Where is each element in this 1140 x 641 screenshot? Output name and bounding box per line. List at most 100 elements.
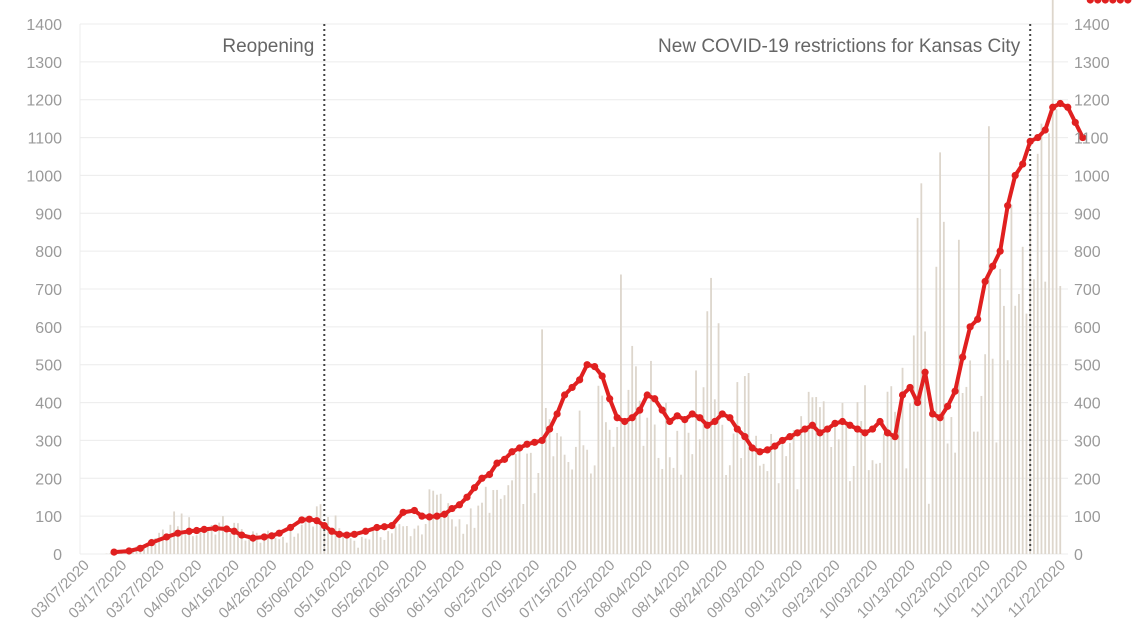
daily-case-bar — [330, 534, 333, 554]
daily-case-bar — [267, 530, 269, 554]
rolling-average-point — [193, 526, 201, 535]
rolling-average-point — [515, 444, 524, 452]
daily-case-bar — [233, 522, 236, 554]
rolling-average-point — [576, 376, 584, 384]
daily-case-bar — [991, 358, 994, 554]
daily-case-bar — [702, 387, 705, 554]
daily-case-bar — [732, 433, 735, 554]
daily-case-bar — [886, 391, 889, 554]
rolling-average-point — [891, 433, 899, 441]
daily-case-bar — [406, 526, 408, 554]
annotations: Reopening New COVID-19 restrictions for K… — [222, 24, 1032, 554]
daily-case-bar — [860, 420, 863, 554]
daily-case-bar — [672, 467, 675, 554]
daily-case-bar — [1010, 204, 1013, 554]
daily-case-bar — [349, 538, 352, 554]
daily-case-bar — [856, 402, 859, 554]
rolling-average-point — [399, 508, 407, 516]
daily-case-bar — [894, 411, 896, 554]
rolling-average-point — [696, 414, 704, 422]
daily-case-bar — [432, 490, 435, 554]
daily-case-bar — [255, 532, 258, 554]
rolling-average-point — [328, 527, 336, 535]
rolling-average-point — [1071, 118, 1079, 127]
rolling-average-point — [260, 533, 268, 541]
rolling-average-point — [1026, 137, 1034, 145]
daily-case-bar — [646, 417, 649, 554]
daily-case-bar — [897, 420, 900, 554]
daily-case-bar — [402, 526, 405, 554]
daily-case-bar — [150, 538, 153, 554]
daily-case-bar — [834, 426, 836, 554]
daily-case-bar — [342, 533, 344, 554]
daily-case-bar — [469, 508, 472, 554]
rolling-average-point — [1064, 103, 1072, 111]
daily-case-bar — [950, 417, 953, 554]
daily-case-bar — [638, 400, 641, 554]
daily-case-bar — [270, 532, 273, 554]
rolling-average-point — [673, 412, 681, 420]
rolling-average-point — [1004, 202, 1012, 210]
daily-case-bar — [635, 366, 637, 554]
y-tick-label-left: 0 — [53, 547, 62, 564]
rolling-average-point — [808, 421, 817, 429]
daily-case-bar — [158, 532, 160, 554]
rolling-average-point — [545, 425, 554, 433]
daily-case-bar — [454, 526, 457, 554]
rolling-average-point — [433, 512, 441, 520]
rolling-average-point — [418, 512, 426, 520]
daily-case-bar — [597, 385, 600, 554]
y-tick-label-left: 300 — [35, 433, 62, 450]
rolling-average-point — [771, 442, 779, 450]
daily-case-bar — [924, 331, 926, 554]
daily-case-bar — [605, 422, 607, 554]
rolling-average-point — [523, 440, 531, 448]
daily-case-bar — [548, 419, 551, 554]
y-tick-label-left: 900 — [35, 206, 62, 223]
y-tick-label-right: 1100 — [1074, 131, 1109, 148]
rolling-average-point — [1011, 171, 1019, 180]
reopening-label: Reopening — [222, 36, 314, 57]
daily-case-bar — [143, 546, 145, 554]
daily-case-bar — [740, 458, 742, 554]
daily-case-bar — [811, 397, 814, 554]
rolling-average-point — [876, 417, 884, 426]
daily-case-bar — [852, 465, 855, 554]
daily-case-bar — [357, 547, 359, 554]
y-tick-label-left: 1000 — [26, 168, 62, 185]
daily-case-bar — [589, 473, 592, 554]
daily-case-bar — [706, 311, 709, 554]
daily-case-bar — [890, 386, 893, 554]
rolling-average-point — [313, 517, 321, 525]
rolling-average-point — [846, 421, 854, 429]
daily-case-bar — [984, 354, 987, 554]
daily-case-bar — [417, 525, 420, 554]
rolling-average-point — [174, 529, 182, 537]
y-tick-label-left: 1200 — [26, 93, 62, 110]
daily-case-bar — [191, 536, 194, 554]
daily-case-bar — [282, 536, 284, 554]
rolling-average-point — [823, 425, 832, 433]
daily-case-bar — [957, 239, 960, 555]
rolling-average-point — [478, 474, 486, 482]
rolling-average-point — [853, 425, 862, 433]
rolling-average-point — [598, 372, 606, 380]
rolling-average-point — [636, 406, 644, 414]
rolling-average-point — [981, 277, 989, 286]
daily-case-bar — [225, 533, 228, 554]
daily-case-bar — [972, 431, 975, 554]
daily-case-bar — [773, 446, 776, 554]
rolling-average-point — [1086, 0, 1094, 4]
rolling-average-point — [343, 531, 351, 539]
daily-case-bar — [499, 498, 502, 554]
daily-case-bar — [248, 534, 251, 554]
rolling-average-point — [380, 523, 388, 531]
daily-case-bar — [807, 391, 810, 554]
daily-case-bar — [1033, 279, 1035, 554]
rolling-average-point — [440, 510, 449, 518]
rolling-average-point — [1124, 0, 1132, 4]
daily-case-bars — [105, 0, 1062, 555]
daily-case-bar — [458, 519, 461, 554]
daily-case-bar — [447, 503, 450, 554]
